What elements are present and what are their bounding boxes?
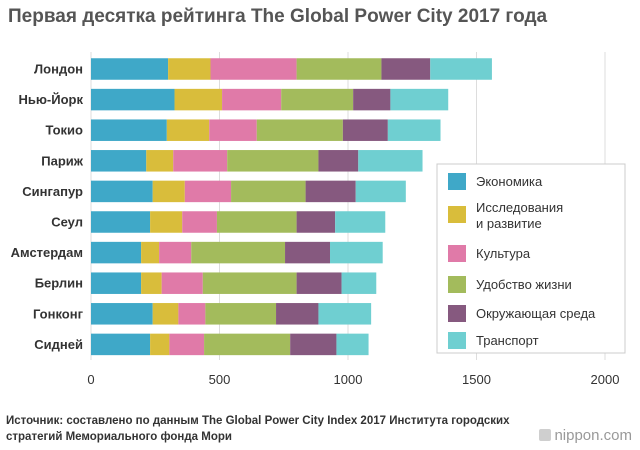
x-tick-label: 0 (87, 372, 94, 387)
bar-segment (91, 241, 142, 264)
bar-segment (296, 272, 342, 294)
bar-segment (353, 88, 391, 111)
category-labels: Лондон Нью-Йорк Токио Париж Сингапур Сеул Амст… (11, 62, 84, 352)
x-axis-ticks: 0 500 1000 1500 2000 (87, 372, 619, 387)
bar-segment (335, 211, 386, 233)
legend-swatch (448, 245, 466, 262)
legend-swatch (448, 332, 466, 349)
bar-segment (169, 333, 205, 356)
bar-segment (91, 88, 175, 111)
bar-segment (184, 180, 232, 203)
bar-segment (91, 211, 151, 233)
category-label: Берлин (35, 276, 83, 291)
x-tick-label: 1000 (334, 372, 363, 387)
bar-segment (256, 119, 343, 141)
bar-segment (285, 241, 331, 264)
bar-segment (318, 303, 372, 325)
bar-segment (91, 303, 153, 325)
bar-segment (281, 88, 354, 111)
legend-swatch (448, 305, 466, 322)
bar-segment (358, 150, 423, 172)
bars (91, 58, 492, 356)
bar-segment (91, 272, 142, 294)
legend-box (436, 163, 626, 354)
stacked-bar-chart: Лондон Нью-Йорк Токио Париж Сингапур Сеул Амст… (11, 52, 626, 387)
bar-segment (318, 150, 359, 172)
legend-label: Окружающая среда (476, 306, 596, 321)
legend-swatch (448, 276, 466, 293)
bar-segment (152, 303, 179, 325)
brand-text: nippon.com (554, 427, 632, 444)
bar-segment (336, 333, 369, 356)
bar-segment (204, 333, 291, 356)
bar-segment (390, 88, 449, 111)
bar-segment (178, 303, 206, 325)
bar-segment (296, 211, 336, 233)
bar-segment (276, 303, 319, 325)
legend: Экономика Исследования и развитие Культура У… (436, 163, 626, 354)
bar-segment (166, 119, 210, 141)
bar-segment (330, 241, 383, 264)
category-label: Гонконг (33, 306, 84, 321)
bar-segment (150, 333, 170, 356)
bar-segment (341, 272, 377, 294)
x-tick-label: 500 (209, 372, 231, 387)
bar-segment (141, 241, 160, 264)
bar-segment (174, 88, 223, 111)
bar-segment (231, 180, 306, 203)
category-label: Токио (45, 123, 83, 138)
chart-title: Первая десятка рейтинга The Global Power… (8, 6, 548, 27)
bar-segment (91, 333, 151, 356)
category-label: Сидней (34, 337, 83, 352)
bar-segment (191, 241, 286, 264)
legend-swatch (448, 206, 466, 223)
bar-segment (305, 180, 356, 203)
bar-segment (209, 119, 257, 141)
bar-segment (91, 58, 169, 80)
bar-segment (168, 58, 211, 80)
legend-label: Экономика (476, 174, 543, 189)
bar-segment (152, 180, 185, 203)
bar-segment (159, 241, 192, 264)
bar-segment (296, 58, 382, 80)
bar-segment (387, 119, 441, 141)
legend-label: Исследования и развитие (476, 200, 563, 231)
bar-segment (202, 272, 297, 294)
bar-segment (355, 180, 406, 203)
brand-logo: nippon.com (539, 427, 632, 444)
bar-segment (146, 150, 174, 172)
bar-segment (161, 272, 203, 294)
bar-segment (205, 303, 277, 325)
bar-segment (381, 58, 431, 80)
bar-segment (91, 119, 167, 141)
x-tick-label: 1500 (462, 372, 491, 387)
bar-segment (91, 180, 153, 203)
category-label: Сингапур (22, 184, 83, 199)
brand-icon (539, 429, 552, 441)
bar-segment (227, 150, 319, 172)
legend-label: Культура (476, 246, 531, 261)
category-label: Амстердам (11, 245, 83, 260)
x-tick-label: 2000 (591, 372, 620, 387)
bar-segment (222, 88, 282, 111)
legend-label: Удобство жизни (476, 277, 572, 292)
legend-swatch (448, 173, 466, 190)
bar-segment (173, 150, 228, 172)
bar-segment (210, 58, 297, 80)
source-note: Источник: составлено по данным The Globa… (6, 415, 510, 443)
legend-label: Транспорт (476, 333, 539, 348)
bar-segment (342, 119, 388, 141)
category-label: Лондон (34, 62, 83, 77)
bar-segment (290, 333, 337, 356)
bar-segment (150, 211, 183, 233)
bar-segment (91, 150, 147, 172)
bar-segment (216, 211, 297, 233)
bar-segment (141, 272, 162, 294)
category-label: Сеул (51, 215, 83, 230)
bar-segment (182, 211, 217, 233)
bar-segment (430, 58, 492, 80)
category-label: Нью-Йорк (18, 92, 83, 107)
category-label: Париж (41, 153, 84, 168)
